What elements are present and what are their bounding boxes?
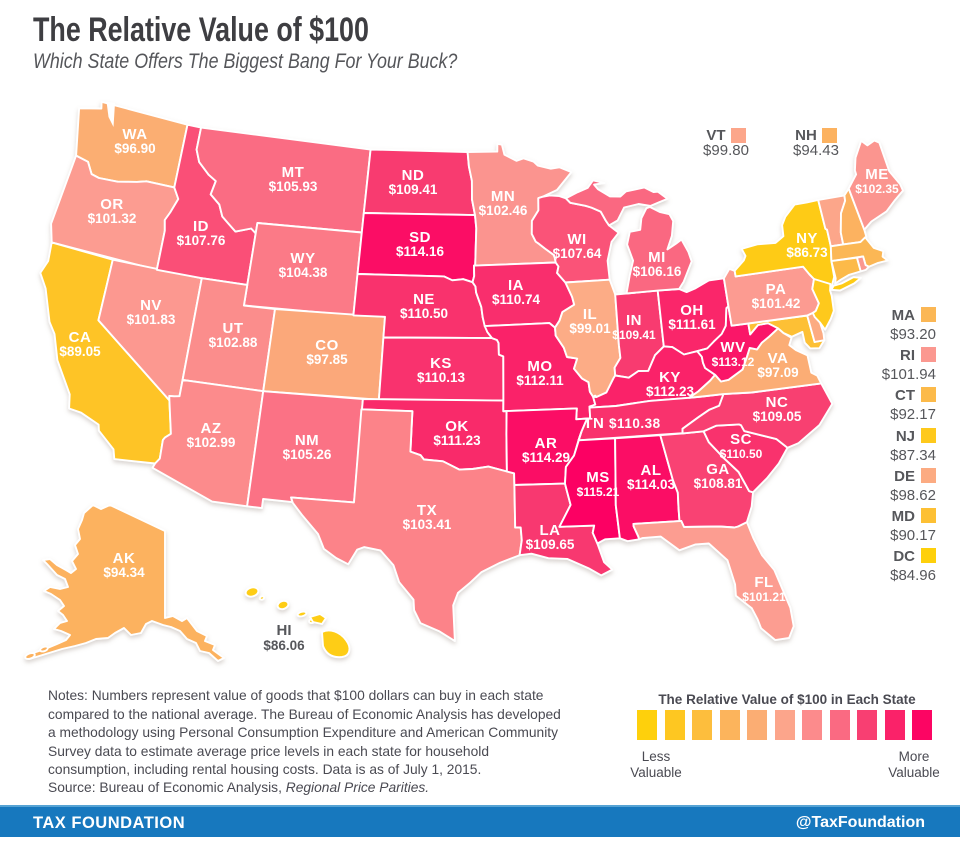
- svg-text:$109.41: $109.41: [612, 328, 656, 342]
- svg-text:TX: TX: [417, 502, 437, 519]
- svg-text:HI: HI: [277, 622, 292, 639]
- svg-text:TN $110.38: TN $110.38: [583, 415, 660, 432]
- svg-text:$104.38: $104.38: [279, 265, 328, 280]
- svg-text:SD: SD: [409, 229, 431, 246]
- svg-text:$105.26: $105.26: [283, 447, 332, 462]
- svg-text:ID: ID: [193, 218, 209, 235]
- svg-text:KY: KY: [659, 369, 681, 386]
- svg-text:$102.99: $102.99: [187, 435, 236, 450]
- svg-text:$86.73: $86.73: [786, 245, 828, 260]
- svg-text:NV: NV: [140, 297, 162, 314]
- svg-text:OR: OR: [100, 196, 124, 213]
- svg-text:MI: MI: [648, 249, 666, 266]
- svg-text:$110.50: $110.50: [720, 447, 763, 461]
- svg-text:$114.16: $114.16: [396, 244, 445, 259]
- svg-text:$115.21: $115.21: [577, 485, 620, 499]
- svg-text:$112.11: $112.11: [516, 373, 564, 388]
- svg-text:$102.88: $102.88: [209, 335, 258, 350]
- svg-text:ND: ND: [402, 167, 425, 184]
- svg-text:$97.09: $97.09: [757, 365, 798, 380]
- svg-text:IN: IN: [626, 312, 642, 329]
- svg-text:AL: AL: [641, 462, 662, 479]
- svg-text:$94.34: $94.34: [103, 565, 145, 580]
- svg-text:$103.41: $103.41: [403, 517, 452, 532]
- svg-text:OH: OH: [680, 302, 704, 319]
- svg-text:NC: NC: [766, 394, 789, 411]
- svg-text:$107.76: $107.76: [177, 233, 226, 248]
- svg-text:$101.32: $101.32: [88, 211, 137, 226]
- svg-text:IL: IL: [583, 306, 597, 323]
- svg-text:$109.05: $109.05: [753, 409, 802, 424]
- svg-text:$99.01: $99.01: [569, 321, 611, 336]
- svg-text:MN: MN: [491, 188, 515, 205]
- svg-text:NM: NM: [295, 432, 319, 449]
- svg-text:$113.12: $113.12: [712, 355, 755, 369]
- svg-text:$109.41: $109.41: [389, 182, 438, 197]
- svg-text:OK: OK: [445, 418, 469, 435]
- svg-text:$101.42: $101.42: [752, 296, 801, 311]
- svg-text:PA: PA: [766, 281, 787, 298]
- svg-text:$97.85: $97.85: [306, 352, 348, 367]
- svg-text:$102.35: $102.35: [855, 182, 899, 196]
- svg-text:$114.03: $114.03: [627, 477, 676, 492]
- svg-text:VA: VA: [768, 350, 789, 367]
- svg-text:$106.16: $106.16: [633, 264, 682, 279]
- svg-text:WI: WI: [567, 231, 586, 248]
- svg-text:$101.21: $101.21: [742, 590, 786, 604]
- svg-text:AZ: AZ: [201, 420, 222, 437]
- svg-text:NY: NY: [796, 230, 818, 247]
- svg-text:$101.83: $101.83: [127, 312, 176, 327]
- svg-text:$112.23: $112.23: [646, 384, 695, 399]
- svg-text:$109.65: $109.65: [526, 537, 575, 552]
- svg-text:GA: GA: [706, 461, 730, 478]
- svg-text:$111.23: $111.23: [433, 433, 481, 448]
- svg-text:MT: MT: [282, 164, 305, 181]
- svg-text:AR: AR: [535, 435, 558, 452]
- svg-text:$107.64: $107.64: [553, 246, 602, 261]
- svg-text:AK: AK: [113, 550, 136, 567]
- svg-text:MO: MO: [527, 358, 552, 375]
- svg-text:$111.61: $111.61: [668, 317, 716, 332]
- svg-text:SC: SC: [730, 431, 752, 448]
- svg-text:$96.90: $96.90: [114, 141, 155, 156]
- svg-text:$89.05: $89.05: [59, 344, 101, 359]
- svg-text:CO: CO: [315, 337, 339, 354]
- svg-text:$105.93: $105.93: [269, 179, 318, 194]
- svg-text:ME: ME: [865, 166, 889, 183]
- svg-text:WY: WY: [290, 250, 315, 267]
- svg-text:IA: IA: [508, 277, 524, 294]
- svg-text:FL: FL: [754, 574, 773, 591]
- svg-text:$114.29: $114.29: [522, 450, 570, 465]
- svg-text:$86.06: $86.06: [263, 638, 305, 653]
- svg-text:$110.13: $110.13: [417, 370, 466, 385]
- svg-text:$110.74: $110.74: [492, 292, 541, 307]
- svg-text:KS: KS: [430, 355, 452, 372]
- svg-text:NE: NE: [413, 291, 435, 308]
- svg-text:$108.81: $108.81: [694, 476, 743, 491]
- svg-text:WA: WA: [122, 126, 147, 143]
- svg-text:LA: LA: [540, 522, 561, 539]
- svg-text:$102.46: $102.46: [479, 203, 528, 218]
- svg-text:WV: WV: [720, 339, 745, 356]
- svg-text:UT: UT: [223, 320, 244, 337]
- svg-text:CA: CA: [69, 329, 92, 346]
- svg-text:MS: MS: [586, 469, 610, 486]
- svg-text:$110.50: $110.50: [400, 306, 448, 321]
